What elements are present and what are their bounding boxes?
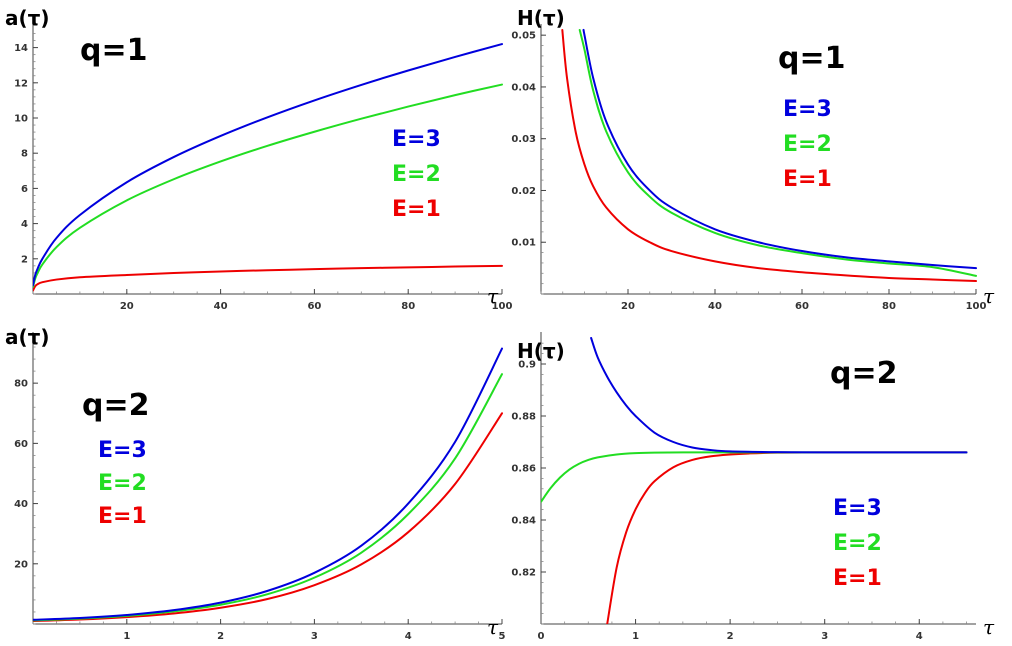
- series-group: [561, 28, 977, 283]
- y-tick-label: 0.01: [511, 238, 536, 249]
- y-tick-label: 0.05: [511, 31, 536, 42]
- series-line-e2: [578, 29, 977, 277]
- series-line-e3: [582, 28, 977, 270]
- y-tick-label: 60: [14, 439, 28, 450]
- legend-entry-e3: E=3: [833, 496, 882, 521]
- legend-entry-e3: E=3: [392, 127, 441, 152]
- y-axis-label: H(τ): [517, 6, 565, 30]
- chart-panels: 20 40 60 80 1002468101214a(τ)τq=1E=3E=2E=120…: [5, 6, 995, 642]
- series-group: [33, 43, 503, 292]
- legend-entry-e1: E=1: [833, 566, 882, 591]
- x-tick-label: 3: [821, 631, 828, 642]
- chart-panel-2: 20 40 60 80 100 0.01 0.02 0.03 0.04 0.05H(τ) τ q=1 E…: [511, 6, 995, 312]
- x-axis-label: τ: [487, 615, 499, 639]
- y-axis-label: H(τ): [517, 339, 565, 363]
- x-tick-label: 1: [632, 631, 639, 642]
- x-tick-label: 20: [621, 301, 635, 312]
- series-line-e3: [590, 337, 968, 454]
- legend-entry-e1: E=1: [98, 504, 147, 529]
- y-tick-label: 8: [21, 149, 28, 160]
- legend-entry-e2: E=2: [392, 162, 441, 187]
- series-line-e2: [33, 83, 503, 288]
- y-axis-label: a(τ): [5, 325, 50, 349]
- x-tick-label: 100: [492, 301, 513, 312]
- x-tick-label: 1: [123, 631, 130, 642]
- chart-panel-1: 20 40 60 80 100 2 4 6 8 10 12 14 a(τ) τ q=1 E=3 E=2 E=1: [5, 6, 512, 312]
- y-tick-label: 40: [14, 499, 28, 510]
- q-annotation: q=1: [778, 41, 846, 76]
- series-line-e1: [606, 451, 968, 624]
- series-line-e1: [561, 29, 977, 283]
- legend-entry-e3: E=3: [783, 97, 832, 122]
- legend-entry-e2: E=2: [833, 531, 882, 556]
- series-line-e3: [33, 347, 503, 621]
- y-tick-label: 0.02: [511, 186, 536, 197]
- series-group: [541, 337, 968, 624]
- y-tick-label: 80: [14, 379, 28, 390]
- x-tick-label: 40: [214, 301, 228, 312]
- y-tick-label: 0.86: [511, 464, 536, 475]
- y-tick-label: 10: [14, 114, 28, 125]
- chart-panel-4: 0 1 2 3 4 0.82 0.84 0.86 0.88 0.9H(τ) τ q=2 E=3 E=2 E=…: [511, 332, 995, 642]
- y-tick-label: 12: [14, 78, 28, 89]
- x-tick-label: 4: [916, 631, 923, 642]
- series-line-e3: [33, 43, 503, 287]
- legend-entry-e1: E=1: [783, 167, 832, 192]
- x-tick-label: 80: [882, 301, 896, 312]
- y-tick-label: 0.88: [511, 412, 536, 423]
- x-tick-label: 60: [795, 301, 809, 312]
- series-line-e1: [33, 412, 503, 622]
- q-annotation: q=2: [830, 356, 898, 391]
- y-tick-label: 14: [14, 43, 28, 54]
- y-tick-label: 4: [21, 219, 28, 230]
- y-tick-label: 20: [14, 559, 28, 570]
- y-tick-label: 0.82: [511, 568, 536, 579]
- x-tick-label: 0: [538, 631, 545, 642]
- x-axis-label: τ: [983, 284, 995, 308]
- legend-entry-e3: E=3: [98, 438, 147, 463]
- legend-entry-e1: E=1: [392, 197, 441, 222]
- y-tick-label: 0.9: [518, 360, 536, 371]
- x-tick-label: 5: [499, 631, 506, 642]
- x-tick-label: 100: [966, 301, 987, 312]
- x-axis-label: τ: [983, 615, 995, 639]
- q-annotation: q=2: [82, 388, 150, 423]
- series-line-e2: [541, 451, 968, 503]
- y-tick-label: 0.03: [511, 134, 536, 145]
- x-tick-label: 4: [405, 631, 412, 642]
- x-tick-label: 80: [401, 301, 415, 312]
- legend-entry-e2: E=2: [783, 132, 832, 157]
- y-axis-label: a(τ): [5, 6, 50, 30]
- y-tick-label: 0.04: [511, 82, 536, 93]
- x-axis-label: τ: [487, 284, 499, 308]
- x-tick-label: 40: [708, 301, 722, 312]
- series-line-e1: [33, 264, 503, 292]
- y-tick-label: 6: [21, 184, 28, 195]
- x-tick-label: 60: [307, 301, 321, 312]
- x-tick-label: 3: [311, 631, 318, 642]
- series-group: [33, 347, 503, 622]
- y-tick-label: 2: [21, 254, 28, 265]
- legend-entry-e2: E=2: [98, 471, 147, 496]
- x-tick-label: 2: [217, 631, 224, 642]
- y-tick-label: 0.84: [511, 516, 536, 527]
- q-annotation: q=1: [80, 33, 148, 68]
- x-tick-label: 20: [120, 301, 134, 312]
- x-tick-label: 2: [727, 631, 734, 642]
- chart-panel-3: 1 2 3 4 5 20 40 60 80 a(τ) τ q=2 E=3 E=2 E=1: [5, 325, 506, 642]
